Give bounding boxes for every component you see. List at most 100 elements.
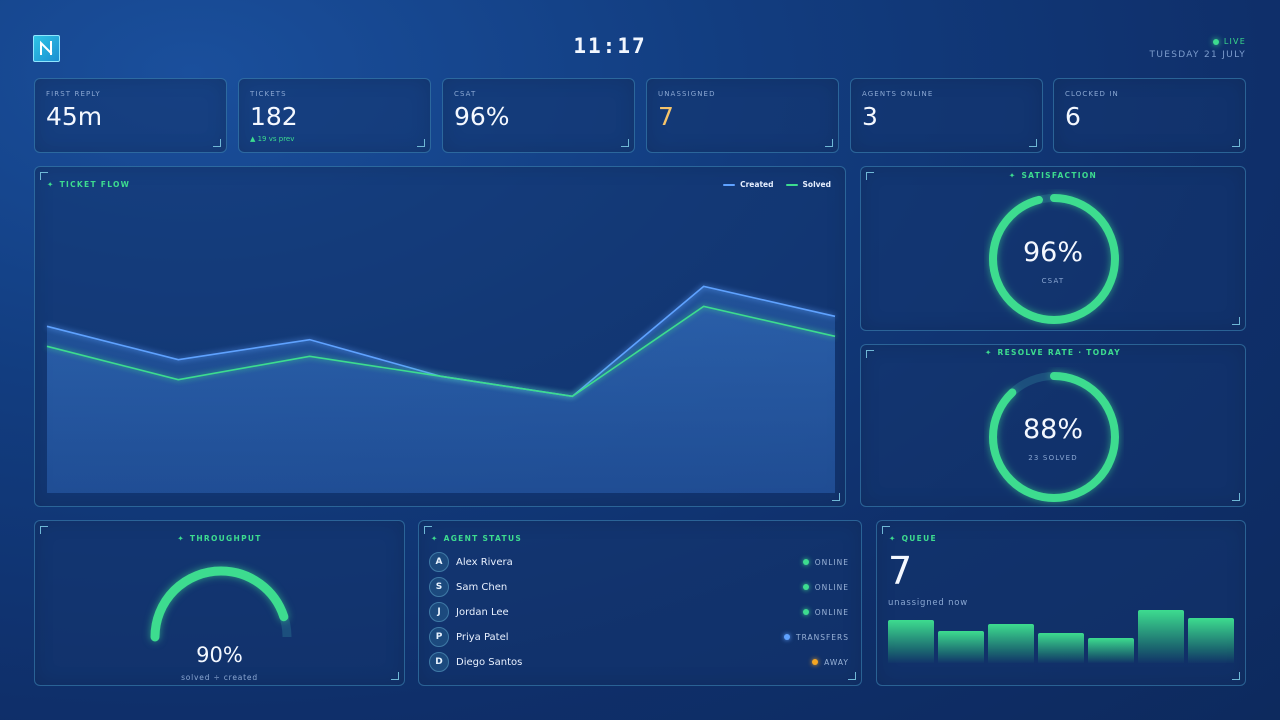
queue-bar	[1138, 610, 1184, 663]
queue-panel: ✦ QUEUE 7 unassigned now	[876, 520, 1246, 686]
throughput-title: ✦ THROUGHPUT	[177, 534, 262, 543]
logo-mark-icon	[40, 40, 53, 55]
kpi-delta: ▲ 19 vs prev	[250, 135, 295, 143]
kpi-value: 182	[250, 102, 298, 131]
agent-name: Jordan Lee	[456, 606, 509, 618]
kpi-card-agents-online[interactable]: AGENTS ONLINE 3	[850, 78, 1043, 153]
agent-name: Alex Rivera	[456, 556, 513, 568]
avatar: S	[429, 577, 449, 597]
legend-created: Created	[723, 180, 774, 189]
agent-status-label: TRANSFERS	[795, 632, 849, 642]
sparkle-icon: ✦	[177, 534, 185, 543]
resolve-rate-title: ✦ RESOLVE RATE · TODAY	[984, 348, 1122, 357]
chart-legend: Created Solved	[723, 180, 831, 189]
kpi-label: UNASSIGNED	[658, 90, 716, 98]
kpi-value: 45m	[46, 102, 103, 131]
avatar: D	[429, 652, 449, 672]
kpi-label: AGENTS ONLINE	[862, 90, 934, 98]
agent-row[interactable]: A Alex Rivera ONLINE	[429, 552, 849, 572]
agent-name: Sam Chen	[456, 581, 508, 593]
status-dot-icon	[802, 559, 809, 565]
sparkle-icon: ✦	[47, 180, 55, 189]
agent-status-title: ✦ AGENT STATUS	[431, 534, 523, 543]
kpi-label: TICKETS	[250, 90, 287, 98]
avatar: J	[429, 602, 449, 622]
kpi-card-unassigned[interactable]: UNASSIGNED 7	[646, 78, 839, 153]
resolve-rate-panel: ✦ RESOLVE RATE · TODAY 88% 23 SOLVED	[860, 344, 1246, 507]
agent-status-panel: ✦ AGENT STATUS A Alex Rivera ONLINE S Sam…	[418, 520, 862, 686]
agent-status-badge: TRANSFERS	[783, 632, 849, 642]
agent-name: Diego Santos	[456, 656, 523, 668]
kpi-card-tickets[interactable]: TICKETS 182 ▲ 19 vs prev	[238, 78, 431, 153]
queue-bar	[1188, 618, 1234, 663]
queue-bar	[988, 623, 1034, 663]
created-swatch-icon	[723, 183, 736, 186]
queue-title: ✦ QUEUE	[889, 534, 937, 543]
queue-bar	[1088, 638, 1134, 663]
throughput-gauge	[150, 566, 292, 642]
status-dot-icon	[802, 584, 809, 590]
agent-status-badge: ONLINE	[802, 557, 849, 567]
sparkle-icon: ✦	[431, 534, 439, 543]
ticket-flow-chart	[46, 285, 836, 493]
agent-row[interactable]: J Jordan Lee ONLINE	[429, 602, 849, 622]
queue-value: 7	[888, 549, 913, 593]
satisfaction-ring-fill	[989, 194, 1119, 324]
legend-solved-label: Solved	[802, 180, 831, 189]
ticket-flow-title: ✦ TICKET FLOW	[47, 180, 131, 189]
throughput-value: 90%	[196, 643, 243, 667]
agent-status-label: ONLINE	[814, 582, 849, 592]
agent-status-badge: AWAY	[812, 658, 849, 667]
queue-bar	[888, 620, 934, 663]
satisfaction-title: ✦ SATISFACTION	[1008, 171, 1098, 180]
kpi-value: 3	[862, 102, 878, 131]
kpi-label: CLOCKED IN	[1065, 90, 1119, 98]
kpi-value: 7	[658, 102, 674, 131]
kpi-card-csat[interactable]: CSAT 96%	[442, 78, 635, 153]
agent-status-label: AWAY	[824, 657, 849, 667]
sparkle-icon: ✦	[889, 534, 897, 543]
legend-created-label: Created	[740, 180, 774, 189]
queue-sub: unassigned now	[888, 598, 969, 608]
logo	[33, 35, 60, 62]
resolve-rate-value: 88%	[1022, 414, 1083, 445]
agent-name: Priya Patel	[456, 631, 509, 643]
kpi-label: CSAT	[454, 90, 477, 98]
agent-row[interactable]: D Diego Santos AWAY	[429, 652, 849, 672]
agent-row[interactable]: P Priya Patel TRANSFERS	[429, 627, 849, 647]
live-label: LIVE	[1223, 37, 1246, 46]
date-label: TUESDAY 21 JULY	[1149, 50, 1246, 60]
status-dot-icon	[783, 634, 790, 640]
kpi-value: 96%	[454, 102, 510, 131]
agent-status-label: ONLINE	[814, 557, 849, 567]
kpi-card-first-reply[interactable]: FIRST REPLY 45m	[34, 78, 227, 153]
agent-row[interactable]: S Sam Chen ONLINE	[429, 577, 849, 597]
status-dot-icon	[802, 609, 809, 615]
clock: 11:17	[573, 34, 647, 58]
satisfaction-ring	[989, 194, 1119, 324]
satisfaction-panel: ✦ SATISFACTION 96% CSAT	[860, 166, 1246, 331]
satisfaction-sub: CSAT	[1041, 277, 1065, 285]
kpi-card-clocked-in[interactable]: CLOCKED IN 6	[1053, 78, 1246, 153]
throughput-gauge-fill	[150, 566, 292, 642]
solved-swatch-icon	[785, 183, 798, 186]
sparkle-icon: ✦	[1008, 171, 1017, 180]
throughput-sub: solved ÷ created	[181, 673, 258, 682]
queue-bar	[938, 630, 984, 663]
solved-area	[47, 306, 835, 493]
solved-series-line	[46, 305, 836, 398]
legend-solved: Solved	[785, 180, 831, 189]
agent-status-badge: ONLINE	[802, 607, 849, 617]
resolve-rate-ring	[989, 372, 1119, 502]
resolve-rate-sub: 23 SOLVED	[1028, 454, 1078, 462]
kpi-label: FIRST REPLY	[46, 90, 101, 98]
live-indicator: LIVE TUESDAY 21 JULY	[1150, 37, 1246, 60]
resolve-rate-ring-fill	[989, 372, 1119, 502]
satisfaction-value: 96%	[1022, 237, 1083, 268]
avatar: P	[429, 627, 449, 647]
avatar: A	[429, 552, 449, 572]
sparkle-icon: ✦	[984, 348, 993, 357]
live-dot-icon	[1212, 38, 1219, 45]
agent-status-label: ONLINE	[814, 607, 849, 617]
queue-bar	[1038, 632, 1084, 663]
